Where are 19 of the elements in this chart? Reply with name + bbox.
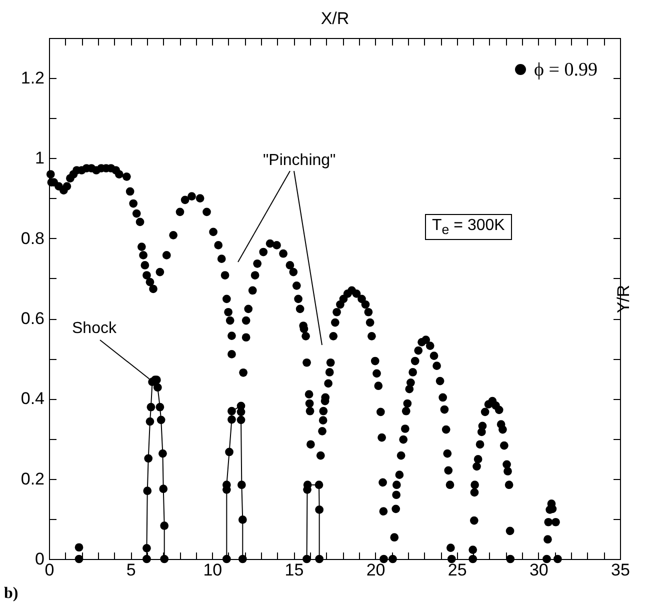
- y-tick-label: 1.2: [20, 68, 44, 88]
- x-tick-label: 20: [366, 560, 386, 580]
- y-tick-label: 0.4: [20, 389, 44, 408]
- x-axis-title: X/R: [320, 9, 350, 28]
- y-tick-label: 0.6: [20, 309, 44, 328]
- y-tick-label: 0.8: [20, 228, 44, 248]
- x-tick-label: 5: [126, 560, 136, 580]
- legend-label: ϕ = 0.99: [534, 60, 598, 80]
- annotation: "Pinching": [263, 152, 336, 170]
- x-tick-label: 35: [611, 560, 630, 580]
- text: b): [4, 585, 18, 603]
- x-tick-label: 25: [448, 560, 467, 580]
- x-tick-label: 10: [203, 560, 222, 580]
- y-tick-label: 1: [35, 148, 44, 168]
- annotation: Shock: [72, 320, 116, 338]
- annotation: T$_{e}$ = 300K: [425, 214, 512, 240]
- y-tick-label: 0.2: [20, 469, 44, 488]
- x-tick-label: 30: [529, 560, 548, 580]
- x-tick-label: 15: [284, 560, 304, 580]
